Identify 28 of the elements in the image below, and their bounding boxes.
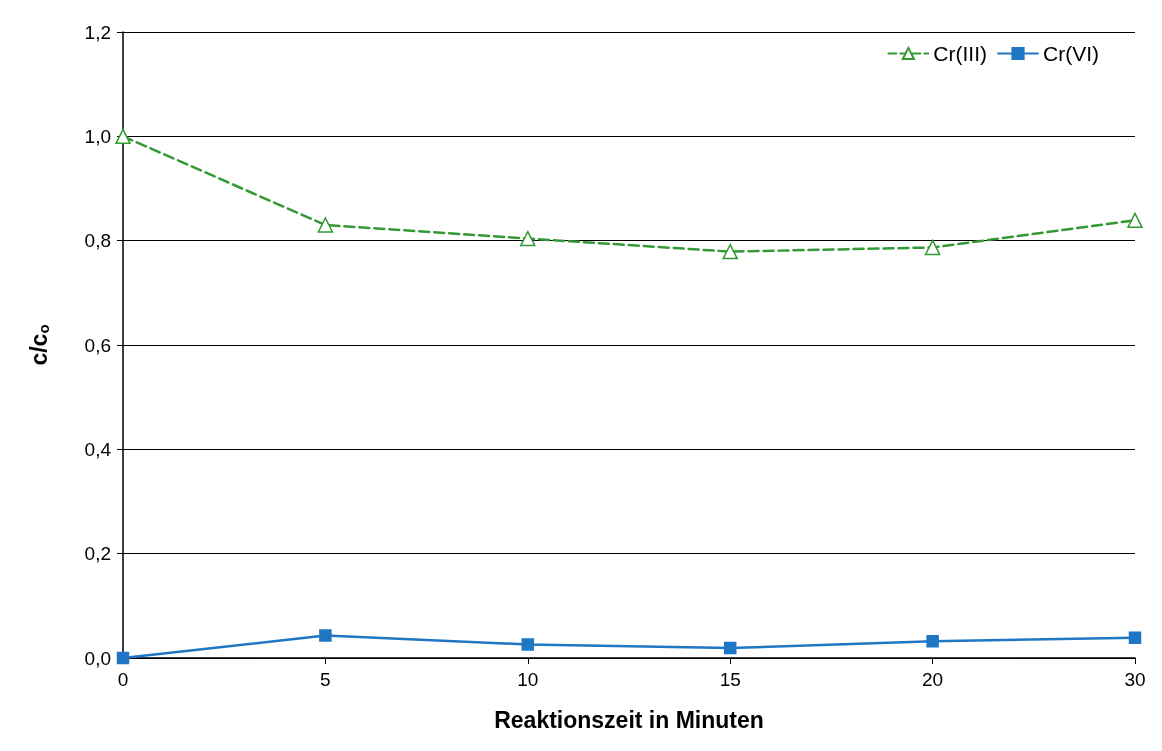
x-tick-label: 15	[719, 669, 741, 690]
y-tick-label: 0,6	[84, 334, 111, 356]
x-tick-label: 30	[1124, 669, 1146, 690]
y-tick-label: 0,8	[84, 230, 111, 252]
point	[520, 230, 536, 247]
point	[317, 217, 334, 233]
x-tick-label: 20	[922, 669, 944, 690]
point	[723, 641, 737, 655]
y-tick-label: 0,0	[84, 647, 111, 669]
y-tick-label: 1,0	[84, 125, 111, 147]
point	[521, 638, 535, 651]
point	[924, 239, 941, 256]
y-tick-label: 0,2	[84, 543, 111, 565]
y-tick-label: 0,4	[84, 438, 112, 460]
x-axis-title: Reaktionszeit in Minuten	[494, 706, 764, 733]
point	[1128, 631, 1142, 644]
legend-label: Cr(III)	[933, 42, 988, 65]
point	[116, 651, 130, 665]
point	[722, 243, 738, 260]
point	[1127, 212, 1143, 229]
point	[926, 635, 939, 648]
y-tick-label: 1,2	[84, 21, 111, 43]
point	[319, 629, 332, 642]
legend-label: Cr(VI)	[1043, 42, 1100, 65]
x-tick-label: 5	[320, 669, 331, 690]
y-axis-title: c/co	[25, 324, 52, 366]
x-tick-label: 0	[117, 669, 129, 690]
x-tick-label: 10	[517, 669, 539, 690]
